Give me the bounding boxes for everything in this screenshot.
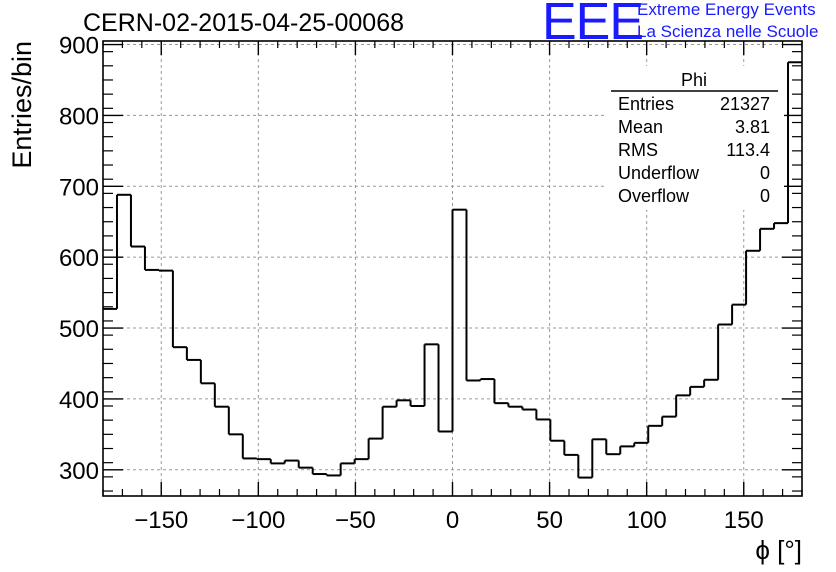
eee-logo: EEE [542, 0, 644, 51]
y-tick-label: 800 [59, 103, 99, 130]
stats-value: 0 [760, 163, 770, 183]
brand-line-1: Extreme Energy Events [637, 0, 816, 19]
x-axis-label: ϕ [°] [755, 535, 802, 565]
stats-label: Entries [618, 94, 674, 114]
plot-title: CERN-02-2015-04-25-00068 [83, 9, 405, 37]
axis-ticks [102, 41, 803, 496]
histogram-bins [103, 61, 802, 479]
y-tick-label: 600 [59, 245, 99, 272]
stats-label: Underflow [618, 163, 700, 183]
x-tick-label: −100 [231, 507, 285, 534]
y-tick-label: 900 [59, 33, 99, 60]
x-tick-label: 50 [536, 507, 563, 534]
x-tick-label: −50 [335, 507, 376, 534]
x-tick-label: 0 [446, 507, 459, 534]
x-tick-label: −150 [134, 507, 188, 534]
x-tick-label: 100 [627, 507, 667, 534]
y-tick-label: 700 [59, 174, 99, 201]
stats-label: Overflow [618, 186, 690, 206]
stats-label: Mean [618, 117, 663, 137]
y-tick-label: 500 [59, 316, 99, 343]
y-axis-label: Entries/bin [7, 41, 37, 169]
x-tick-label: 150 [724, 507, 764, 534]
brand-line-2: La Scienza nelle Scuole [637, 22, 819, 41]
tick-labels: −150 −100 −50 0 50 100 150 300 400 500 600 700 800 90… [59, 33, 764, 534]
stats-header: Phi [681, 70, 707, 90]
stats-value: 113.4 [726, 140, 770, 160]
stats-value: 3.81 [735, 117, 770, 137]
y-tick-label: 300 [59, 458, 99, 485]
stats-value: 0 [760, 186, 770, 206]
y-tick-label: 400 [59, 387, 99, 414]
stats-label: RMS [618, 140, 658, 160]
stats-box: Phi Entries 21327 Mean 3.81 RMS 113.4 Underflo… [604, 66, 784, 210]
stats-value: 21327 [720, 94, 770, 114]
